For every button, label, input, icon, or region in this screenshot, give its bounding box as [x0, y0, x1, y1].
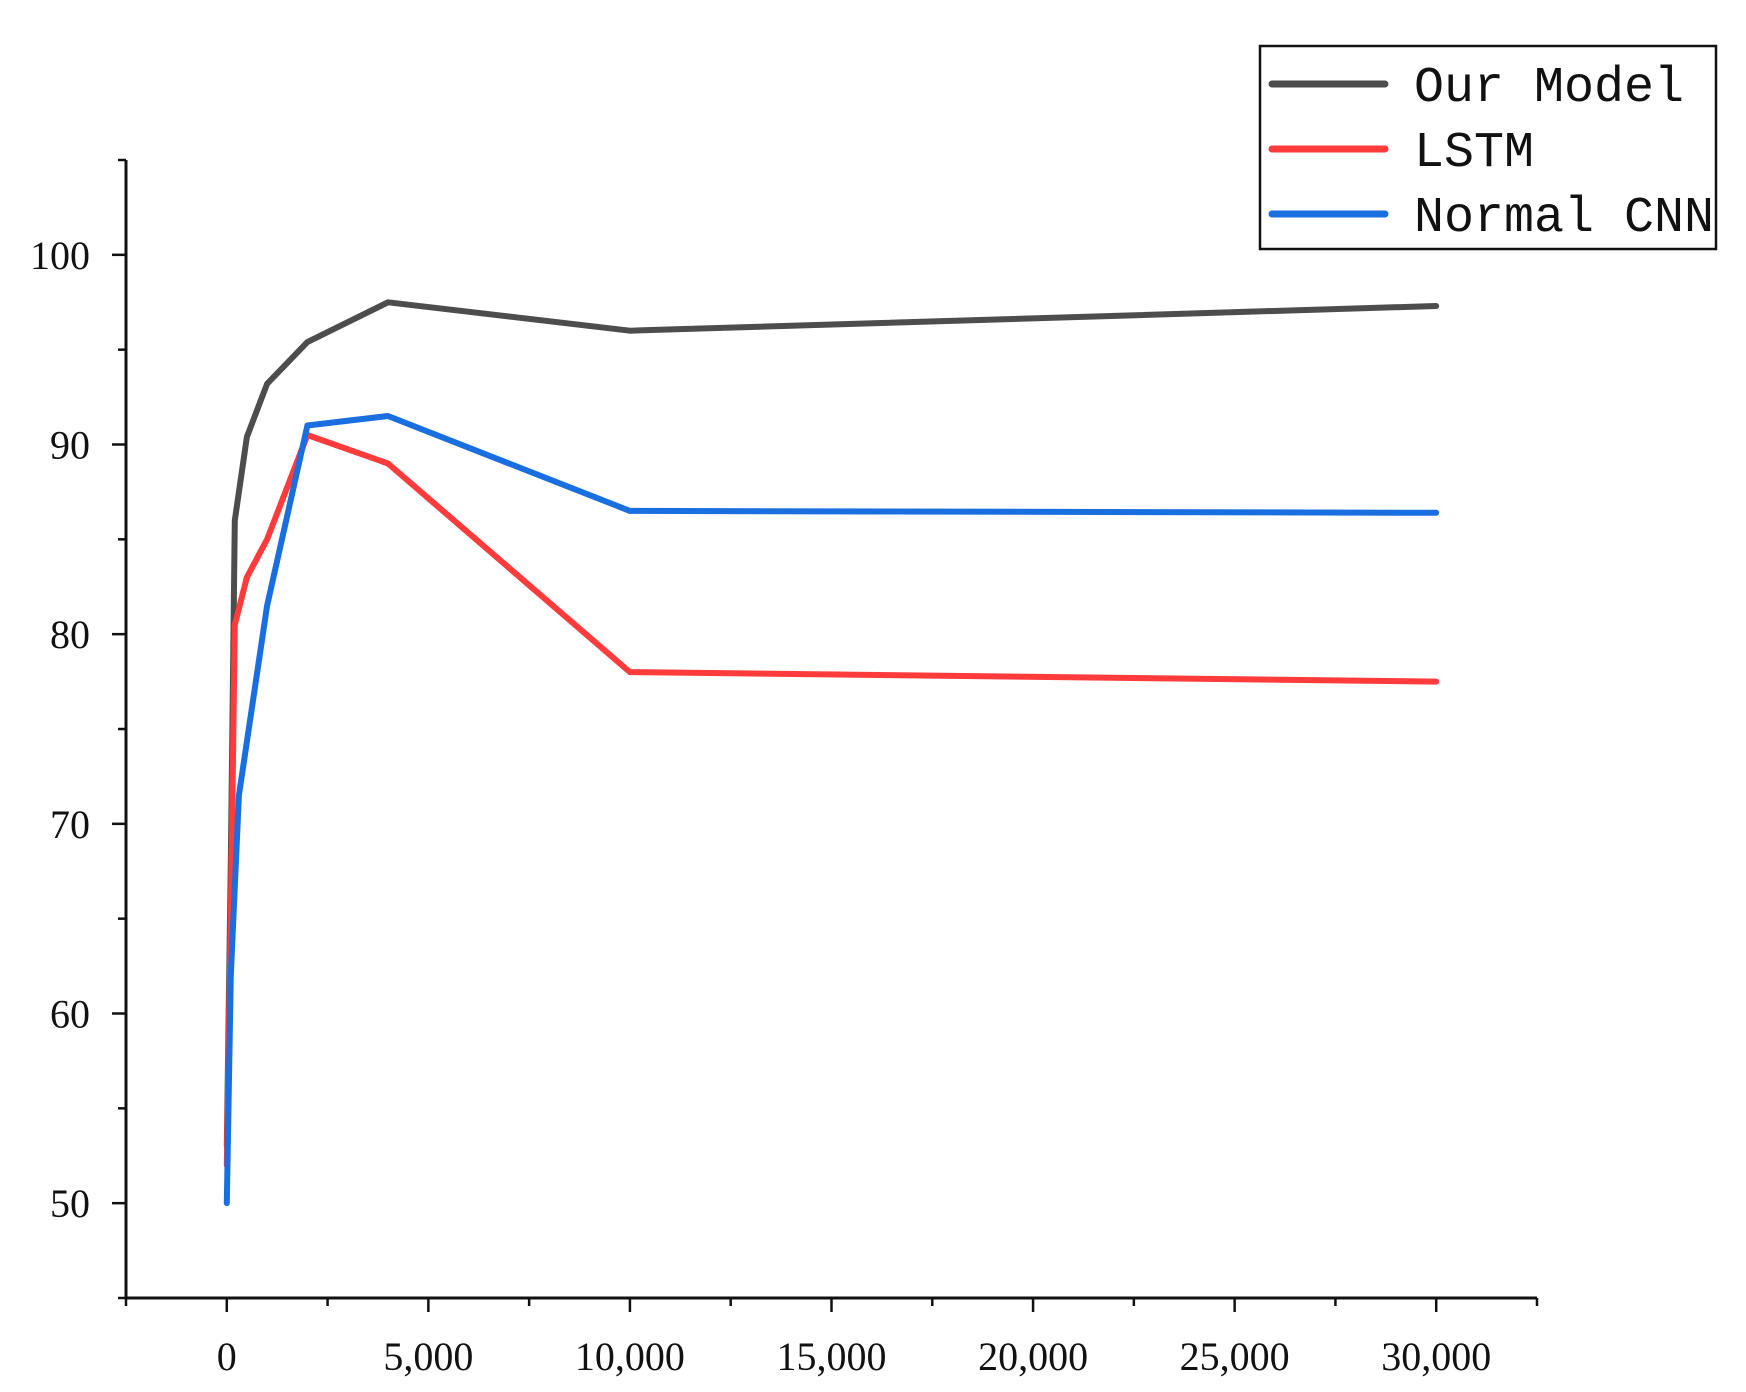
- x-tick-label: 10,000: [575, 1334, 685, 1379]
- y-tick-label: 80: [50, 612, 90, 657]
- x-tick-label: 15,000: [777, 1334, 887, 1379]
- x-tick-label: 20,000: [978, 1334, 1088, 1379]
- y-tick-label: 50: [50, 1181, 90, 1226]
- x-tick-label: 30,000: [1381, 1334, 1491, 1379]
- x-tick-label: 0: [217, 1334, 237, 1379]
- x-tick-label: 25,000: [1180, 1334, 1290, 1379]
- x-tick-label: 5,000: [383, 1334, 473, 1379]
- series-line-our-model: [223, 299, 1440, 1150]
- legend-label-lstm: LSTM: [1414, 125, 1534, 182]
- legend-label-normal-cnn: Normal CNN: [1414, 190, 1714, 247]
- legend: Our Model LSTM Normal CNN: [1258, 44, 1718, 251]
- legend-label-our-model: Our Model: [1414, 60, 1684, 117]
- series-line-lstm: [223, 432, 1440, 1169]
- series-lines: [223, 299, 1440, 1207]
- axes: 0 5,000 10,000 15,000 20,000 25,000 30,000 50 60…: [30, 158, 1539, 1379]
- y-tick-label: 90: [50, 423, 90, 468]
- y-tick-label: 70: [50, 802, 90, 847]
- y-tick-label: 100: [30, 233, 90, 278]
- y-tick-label: 60: [50, 992, 90, 1037]
- series-line-normal-cnn: [223, 413, 1440, 1207]
